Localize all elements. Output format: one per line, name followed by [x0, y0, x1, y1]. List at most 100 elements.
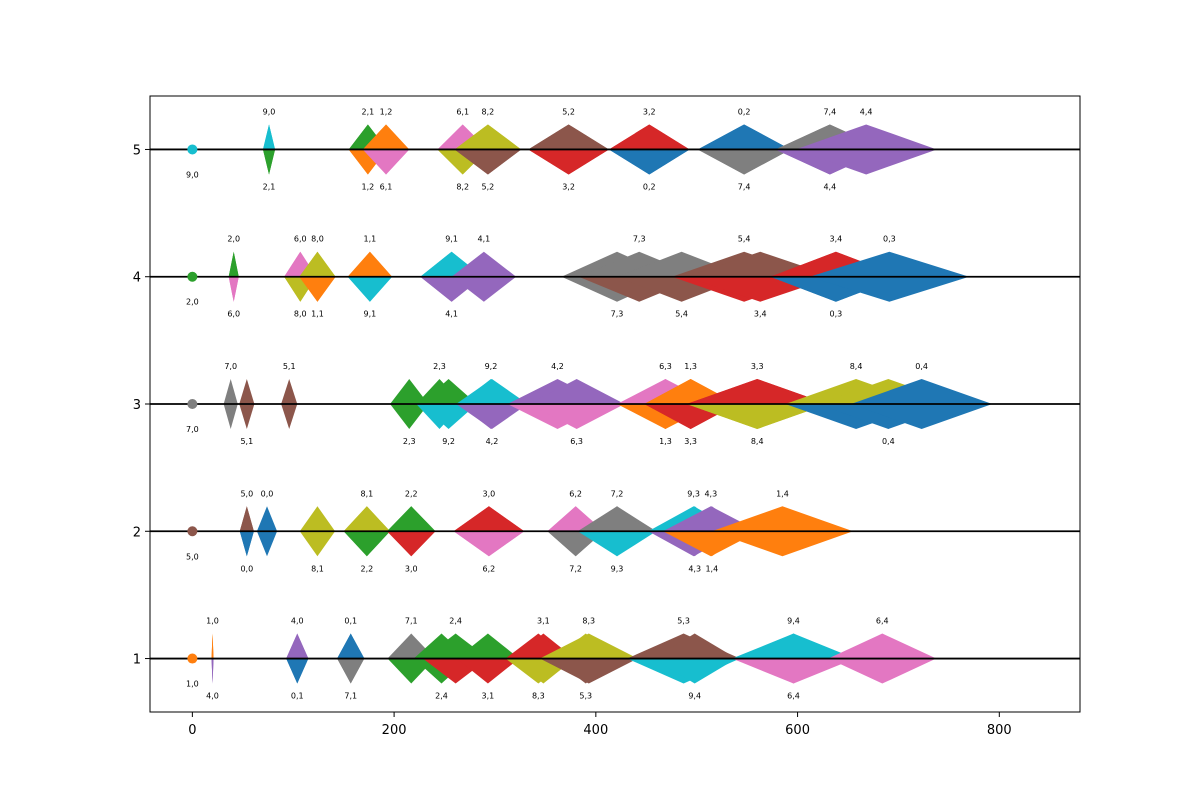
diamond-label: 1,3 [684, 362, 697, 371]
diamond-label: 2,1 [362, 107, 375, 116]
diamond-lower-half [552, 658, 619, 684]
diamond-label: 2,2 [360, 564, 373, 573]
diamond-upper-half [456, 633, 520, 659]
origin-label: 5,0 [186, 552, 199, 561]
diamond-lower-half [420, 404, 477, 429]
diamond-upper-half [456, 379, 528, 404]
diamond-label: 1,0 [206, 617, 219, 626]
diamond-label: 8,1 [360, 489, 373, 498]
diamond-label: 0,1 [344, 617, 357, 626]
diamond-label: 7,4 [738, 182, 751, 191]
y-tick-label: 3 [133, 398, 141, 413]
x-tick-label: 800 [987, 723, 1012, 738]
diamond-upper-half [299, 506, 336, 532]
diamond-label: 3,1 [537, 617, 550, 626]
diamond-lower-half [752, 658, 835, 684]
diamond-label: 2,4 [449, 617, 462, 626]
diamond-lower-half [652, 658, 737, 684]
diamond-label: 7,3 [611, 310, 624, 319]
diamond-label: 6,2 [569, 489, 582, 498]
origin-marker [187, 144, 198, 155]
diamond-upper-half [552, 633, 619, 659]
diamond-label: 9,4 [688, 692, 701, 701]
diamond-label: 0,0 [240, 564, 253, 573]
diamond-label: 1,1 [364, 235, 377, 244]
diamond-lower-half [228, 276, 239, 302]
diamond-upper-half [228, 251, 239, 277]
diamond-upper-half [608, 124, 690, 150]
diamond-upper-half [752, 633, 835, 659]
diamond-label: 1,1 [311, 310, 324, 319]
diamond-upper-half [528, 379, 625, 404]
diamond-label: 2,2 [405, 489, 418, 498]
diamond-label: 3,3 [684, 437, 697, 446]
origin-marker [187, 271, 198, 282]
diamond-label: 0,2 [643, 182, 656, 191]
diamond-lower-half [262, 149, 276, 175]
diamond-upper-half [809, 251, 970, 277]
diamond-upper-half [586, 506, 648, 532]
diamond-label: 7,2 [611, 489, 624, 498]
diamond-label: 5,2 [562, 107, 575, 116]
y-tick-label: 4 [133, 271, 141, 286]
diamond-label: 4,2 [486, 437, 499, 446]
diamond-lower-half [390, 404, 429, 429]
origin-label: 1,0 [186, 680, 199, 689]
diamond-upper-half [362, 124, 410, 150]
diamond-lower-half [828, 658, 937, 684]
diamond-label: 9,2 [485, 362, 498, 371]
diamond-label: 9,0 [263, 107, 276, 116]
diamond-lower-half [362, 149, 410, 175]
diamond-lower-half [343, 531, 391, 557]
diamond-label: 5,2 [482, 182, 495, 191]
diamond-lower-half [211, 658, 214, 684]
diamond-upper-half [851, 379, 993, 404]
diamond-label: 6,4 [876, 617, 889, 626]
diamond-label: 7,3 [633, 235, 646, 244]
diamond-label: 3,4 [754, 310, 767, 319]
diamond-label: 9,1 [445, 235, 458, 244]
diamond-upper-half [211, 633, 214, 659]
y-tick-label: 1 [133, 653, 141, 668]
diamond-label: 8,0 [311, 235, 324, 244]
diamond-upper-half [686, 379, 828, 404]
y-tick-label: 2 [133, 525, 141, 540]
diamond-lower-half [528, 149, 609, 175]
diamond-label: 6,0 [227, 310, 240, 319]
diamond-upper-half [281, 379, 298, 404]
diamond-lower-half [387, 531, 436, 557]
diamond-label: 2,3 [403, 437, 416, 446]
plot-area: 1,0 5,0 7,0 2,0 9,0 1,0 4,0 4,0 0,1 0,1 7,1 7,1 2,4 2… [150, 107, 1080, 701]
diamond-upper-half [256, 506, 278, 532]
diamond-upper-half [454, 124, 522, 150]
diamond-label: 5,1 [240, 437, 253, 446]
diamond-label: 4,0 [206, 692, 219, 701]
diamond-lower-half [851, 404, 993, 429]
diamond-label: 4,1 [445, 310, 458, 319]
origin-marker [187, 526, 198, 537]
x-tick-label: 400 [583, 723, 608, 738]
diamond-upper-half [343, 506, 391, 532]
diamond-label: 8,1 [311, 564, 324, 573]
diamond-lower-half [223, 404, 238, 429]
diamond-label: 1,2 [380, 107, 393, 116]
y-tick-label: 5 [133, 143, 141, 158]
diamond-label: 4,2 [551, 362, 564, 371]
diamond-label: 7,0 [224, 362, 237, 371]
diamond-label: 5,3 [677, 617, 690, 626]
diamond-upper-half [697, 124, 791, 150]
diamond-lower-half [697, 149, 791, 175]
diamond-upper-half [451, 251, 517, 277]
diamond-label: 8,4 [751, 437, 764, 446]
diamond-lower-half [456, 658, 520, 684]
diamond-label: 3,4 [830, 235, 843, 244]
diamond-label: 6,3 [570, 437, 583, 446]
diamond-lower-half [456, 404, 528, 429]
diamond-lower-half [286, 658, 309, 684]
diamond-label: 0,4 [915, 362, 928, 371]
diamond-label: 0,4 [882, 437, 895, 446]
diamond-lower-half [337, 658, 365, 684]
diamond-lower-half [239, 531, 254, 557]
diamond-label: 3,2 [562, 182, 575, 191]
